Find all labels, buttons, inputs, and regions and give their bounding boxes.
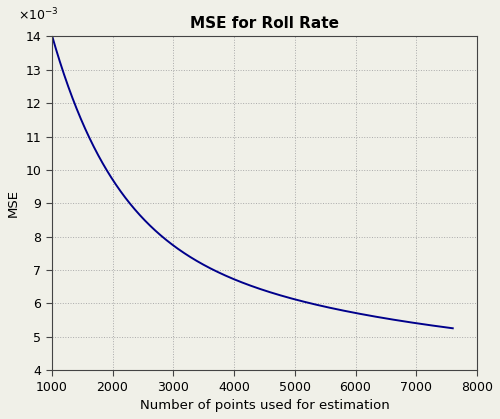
Text: $\times 10^{-3}$: $\times 10^{-3}$ bbox=[18, 7, 59, 23]
X-axis label: Number of points used for estimation: Number of points used for estimation bbox=[140, 399, 390, 412]
Y-axis label: MSE: MSE bbox=[7, 189, 20, 217]
Title: MSE for Roll Rate: MSE for Roll Rate bbox=[190, 16, 339, 31]
